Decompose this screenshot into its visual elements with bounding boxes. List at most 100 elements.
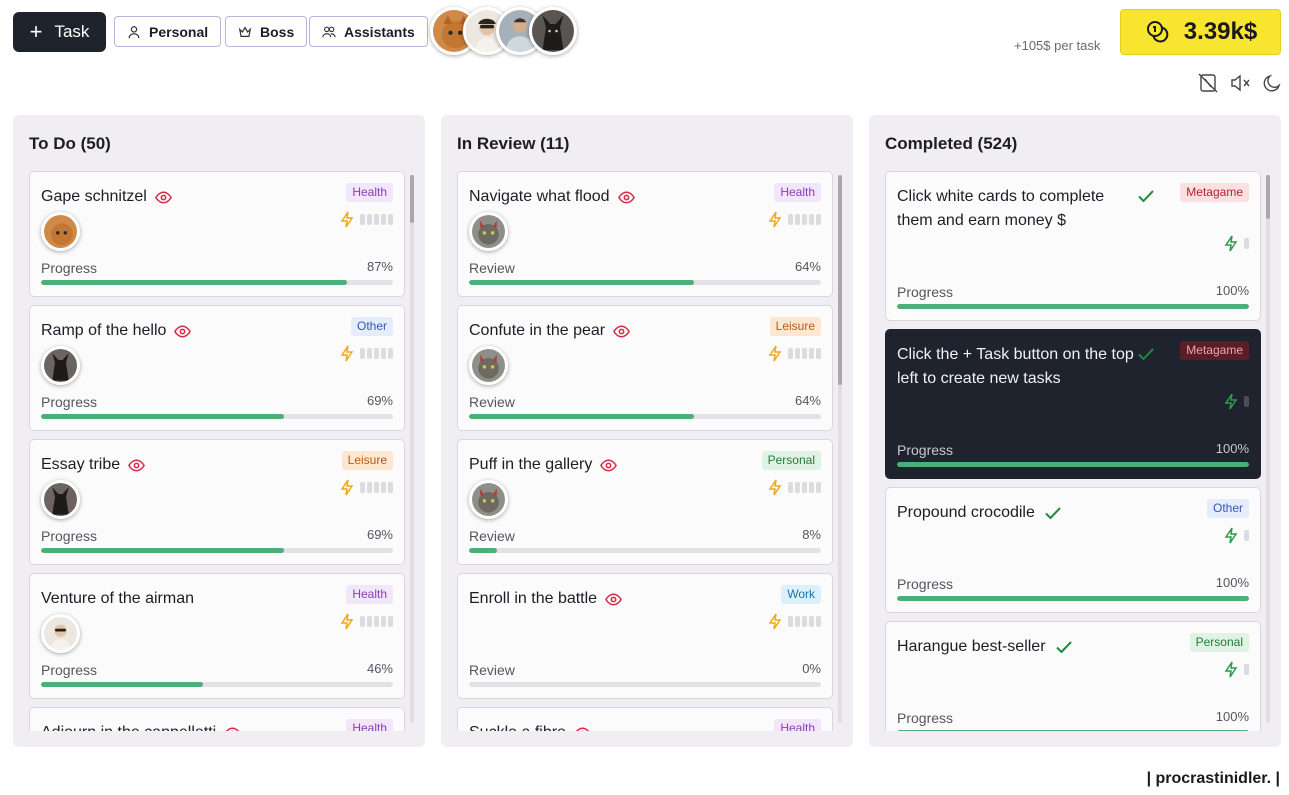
filter-boss-button[interactable]: Boss — [225, 16, 308, 47]
progress-percent: 87% — [366, 259, 393, 274]
task-title-text: Essay tribe — [41, 456, 121, 473]
progress-fill — [897, 730, 1249, 731]
column-title: Completed (524) — [885, 134, 1018, 153]
energy-meter — [1224, 527, 1249, 544]
progress-percent: 100% — [1215, 709, 1249, 724]
assignee-avatar[interactable] — [41, 614, 80, 653]
screen-off-icon[interactable] — [1197, 72, 1219, 94]
eye-icon[interactable] — [605, 591, 622, 608]
task-title: Enroll in the battle — [469, 587, 622, 611]
progress-label: Progress — [897, 442, 954, 458]
energy-meter — [1224, 661, 1249, 678]
task-title-text: Harangue best-seller — [897, 638, 1046, 655]
money-value: 3.39k$ — [1183, 18, 1258, 45]
column-completed: Completed (524) Click white cards to com… — [869, 115, 1281, 747]
progress-fill — [469, 414, 695, 419]
task-card[interactable]: Click white cards to complete them and e… — [885, 171, 1261, 321]
check-icon — [1055, 641, 1072, 654]
scrollbar[interactable] — [838, 175, 842, 723]
task-card[interactable]: Suckle a fibreHealthReview — [457, 707, 833, 731]
eye-icon[interactable] — [174, 323, 192, 340]
task-card[interactable]: Enroll in the battle Work Review 0% — [457, 573, 833, 699]
task-card[interactable]: Harangue best-seller Personal Progress 100% — [885, 621, 1261, 731]
plus-icon: + — [29, 19, 43, 44]
assignee-avatar[interactable] — [41, 212, 80, 251]
avatar-black-dog[interactable] — [529, 7, 577, 55]
eye-icon[interactable] — [224, 725, 241, 732]
assignee-avatar[interactable] — [469, 212, 508, 251]
task-card[interactable]: Gape schnitzel Health Progress 87% — [29, 171, 405, 297]
category-tag: Leisure — [769, 317, 821, 336]
check-icon — [1138, 348, 1154, 361]
brand-logo: | procrastinidler. | — [1146, 770, 1280, 787]
progress-label: Progress — [41, 662, 98, 678]
energy-icon — [1224, 235, 1238, 252]
energy-meter — [340, 479, 393, 496]
task-card[interactable]: Propound crocodile Other Progress 100% — [885, 487, 1261, 613]
progress-bar — [469, 280, 821, 285]
task-title: Essay tribe — [41, 453, 146, 477]
progress-label: Progress — [41, 394, 98, 410]
task-card[interactable]: Essay tribe Leisure Progress 69% — [29, 439, 405, 565]
energy-meter — [768, 345, 821, 362]
column-todo: To Do (50) Gape schnitzel Health Progress 8… — [13, 115, 425, 747]
category-tag: Health — [346, 719, 393, 731]
task-title: Harangue best-seller — [897, 635, 1074, 659]
progress-percent: 69% — [366, 527, 393, 542]
assignee-avatar[interactable] — [41, 480, 80, 519]
eye-icon[interactable] — [600, 457, 618, 474]
energy-icon — [768, 211, 782, 228]
eye-icon[interactable] — [613, 323, 631, 340]
progress-fill — [41, 548, 284, 553]
scrollbar-thumb[interactable] — [410, 175, 414, 223]
task-card[interactable]: Venture of the airman Health Progress 46% — [29, 573, 405, 699]
task-title-text: Gape schnitzel — [41, 188, 147, 205]
scrollbar[interactable] — [1266, 175, 1270, 723]
progress-percent: 100% — [1215, 283, 1249, 298]
energy-meter — [1224, 235, 1249, 252]
assignee-avatar[interactable] — [469, 480, 508, 519]
energy-icon — [340, 613, 354, 630]
scrollbar[interactable] — [410, 175, 414, 723]
mute-icon[interactable] — [1229, 72, 1251, 94]
energy-icon — [1224, 661, 1238, 678]
moon-icon[interactable] — [1261, 72, 1283, 94]
task-card[interactable]: Ramp of the hello Other Progress 69% — [29, 305, 405, 431]
assignee-avatar[interactable] — [41, 346, 80, 385]
category-tag: Metagame — [1180, 183, 1249, 202]
eye-icon[interactable] — [128, 457, 146, 474]
progress-fill — [897, 304, 1249, 309]
assignee-avatar[interactable] — [469, 346, 508, 385]
progress-percent: 0% — [802, 661, 821, 676]
eye-icon[interactable] — [154, 189, 172, 206]
scrollbar-thumb[interactable] — [838, 175, 842, 385]
progress-label: Review — [469, 662, 515, 678]
eye-icon[interactable] — [617, 189, 635, 206]
progress-label: Progress — [41, 260, 98, 276]
eye-icon[interactable] — [574, 725, 591, 732]
filter-personal-button[interactable]: Personal — [114, 16, 222, 47]
filter-assistants-label: Assistants — [344, 23, 415, 40]
energy-meter — [768, 211, 821, 228]
progress-percent: 8% — [802, 527, 821, 542]
progress-fill — [41, 280, 348, 285]
category-tag: Leisure — [341, 451, 393, 470]
card-list: Gape schnitzel Health Progress 87% Ramp of t… — [29, 171, 406, 731]
task-title: Propound crocodile — [897, 501, 1063, 525]
category-tag: Other — [1206, 499, 1249, 518]
new-task-button[interactable]: + Task — [13, 12, 106, 52]
card-list: Click white cards to complete them and e… — [885, 171, 1262, 731]
filter-assistants-button[interactable]: Assistants — [309, 16, 428, 47]
check-icon — [1138, 190, 1154, 203]
task-card[interactable]: Navigate what flood Health Review 64% — [457, 171, 833, 297]
task-card[interactable]: Confute in the pear Leisure Review 64% — [457, 305, 833, 431]
task-title: Navigate what flood — [469, 185, 635, 209]
scrollbar-thumb[interactable] — [1266, 175, 1270, 219]
category-tag: Work — [781, 585, 821, 604]
task-card[interactable]: Puff in the gallery Personal Review 8% — [457, 439, 833, 565]
task-card[interactable]: Adjourn in the cappellettiHealthProgress — [29, 707, 405, 731]
task-card[interactable]: Click the + Task button on the top left … — [885, 329, 1261, 479]
progress-percent: 64% — [794, 393, 821, 408]
energy-icon — [340, 211, 354, 228]
task-title: Puff in the gallery — [469, 453, 618, 477]
